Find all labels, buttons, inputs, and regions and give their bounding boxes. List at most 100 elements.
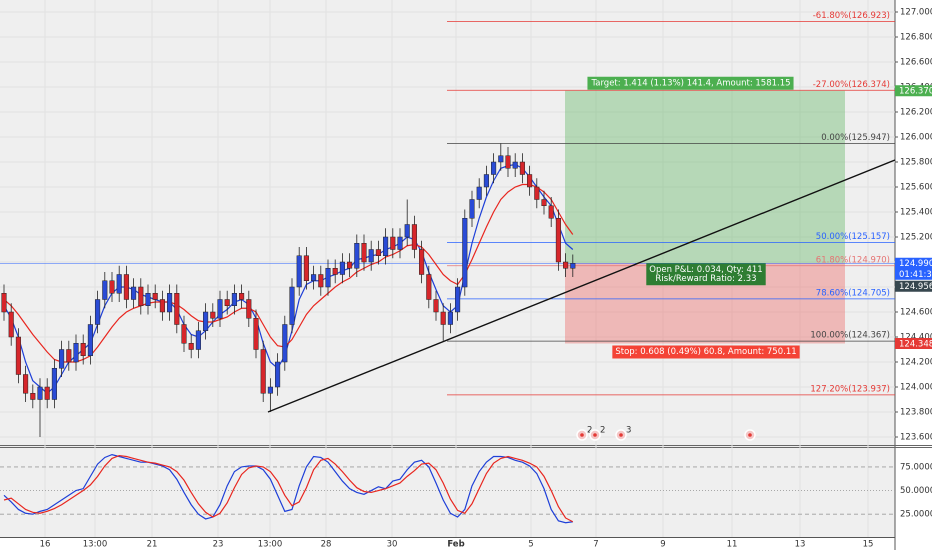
candle-body (339, 261, 345, 275)
price-label: 124.348 (899, 339, 932, 349)
candle-body (30, 393, 36, 400)
event-marker-dot (619, 433, 623, 437)
candle-body (138, 286, 144, 306)
candle-body (203, 311, 209, 331)
label-box (587, 76, 794, 90)
candle-body (296, 255, 302, 288)
x-tick-label: 28 (321, 540, 332, 550)
candle-body (311, 274, 317, 281)
y-tick-label: 126.600 (900, 58, 932, 68)
y-tick-label: 50.0000 (900, 486, 932, 496)
y-tick-label: 124.600 (900, 308, 932, 318)
candle-body (332, 268, 338, 275)
candle-body (44, 386, 50, 400)
candle-body (37, 386, 43, 400)
fib-label: 50.00%(125.157) (816, 232, 890, 242)
candle-body (368, 249, 374, 263)
candle-body (210, 311, 216, 319)
candle-body (109, 280, 115, 294)
candle-body (239, 293, 245, 300)
candle-body (498, 155, 504, 163)
fib-label: -27.00%(126.374) (813, 80, 890, 90)
candle-body (383, 236, 389, 256)
y-tick-label: 125.800 (900, 158, 932, 168)
candle-body (131, 286, 137, 300)
y-tick-label: 125.200 (900, 233, 932, 243)
candle-body (102, 280, 108, 300)
price-label: 124.956 (899, 282, 932, 292)
candle-body (275, 361, 281, 388)
event-count: 2 (587, 426, 592, 436)
moving-average (3, 183, 574, 363)
candle-body (469, 199, 475, 219)
marks (1, 143, 576, 524)
x-tick-label: 13:00 (83, 540, 108, 550)
candle-body (80, 343, 86, 356)
candle-body (23, 374, 29, 394)
x-tick-label: Feb (447, 540, 464, 550)
fib-label: -61.80%(126.923) (813, 11, 890, 21)
event-marker-dot (580, 433, 584, 437)
candle-body (66, 349, 72, 363)
candle-body (476, 186, 482, 200)
candle-body (390, 236, 396, 250)
stochastic-line (3, 454, 574, 523)
y-tick-label: 124.200 (900, 358, 932, 368)
rr-label: Risk/Reward Ratio: 2.33 (655, 274, 756, 284)
candle-body (224, 299, 230, 306)
fib-label: 78.60%(124.705) (816, 288, 890, 298)
x-tick-label: 30 (387, 540, 398, 550)
candle-body (527, 174, 533, 188)
x-tick-label: 15 (863, 540, 874, 550)
candle-body (95, 299, 101, 325)
candle-body (375, 249, 381, 256)
candle-body (440, 311, 446, 325)
x-tick-label: 7 (593, 540, 598, 550)
candle-body (455, 286, 461, 313)
pnl-label: Open P&L: 0.034, Qty: 411 (649, 265, 762, 275)
candle-body (267, 386, 273, 394)
candle-body (555, 218, 561, 263)
trend-line (267, 159, 896, 413)
y-tick-label: 25.0000 (900, 510, 932, 520)
candle-body (217, 299, 223, 319)
candle-body (483, 174, 489, 188)
event-count: 2 (600, 426, 605, 436)
x-tick-label: 21 (147, 540, 158, 550)
candle-body (563, 261, 569, 269)
label-box (646, 263, 766, 286)
candle-body (59, 349, 65, 369)
candle-body (347, 261, 353, 269)
y-tick-label: 126.000 (900, 133, 932, 143)
labels: Target: 1.414 (1.13%) 141.4, Amount: 158… (587, 76, 800, 359)
event-marker-dot (748, 433, 752, 437)
y-tick-label: 127.000 (900, 8, 932, 18)
time-axis-background (0, 537, 895, 550)
countdown: 01:41:30 (899, 270, 932, 280)
y-tick-label: 124.400 (900, 333, 932, 343)
candle-body (8, 311, 14, 338)
event-count: 3 (626, 426, 631, 436)
y-tick-label: 126.800 (900, 33, 932, 43)
candle-body (505, 155, 511, 169)
price-label: 126.370 (899, 87, 932, 97)
candle-body (289, 286, 295, 325)
y-tick-label: 123.800 (900, 408, 932, 418)
price-label-box (895, 257, 932, 280)
price-label-box (895, 338, 932, 349)
candle-body (512, 161, 518, 169)
candle-body (404, 224, 410, 238)
price-label-box (895, 280, 932, 292)
candle-body (260, 349, 266, 394)
candle-body (253, 318, 259, 350)
candle-body (447, 311, 453, 325)
candle-body (73, 343, 79, 363)
candle-body (188, 343, 194, 350)
candle-body (541, 199, 547, 206)
stop-label: Stop: 0.608 (0.49%) 60.8, Amount: 750.11 (615, 347, 796, 357)
price-label: 124.990 (899, 259, 932, 269)
candle-body (1, 293, 7, 313)
y-tick-label: 126.200 (900, 108, 932, 118)
candle-body (246, 299, 252, 319)
